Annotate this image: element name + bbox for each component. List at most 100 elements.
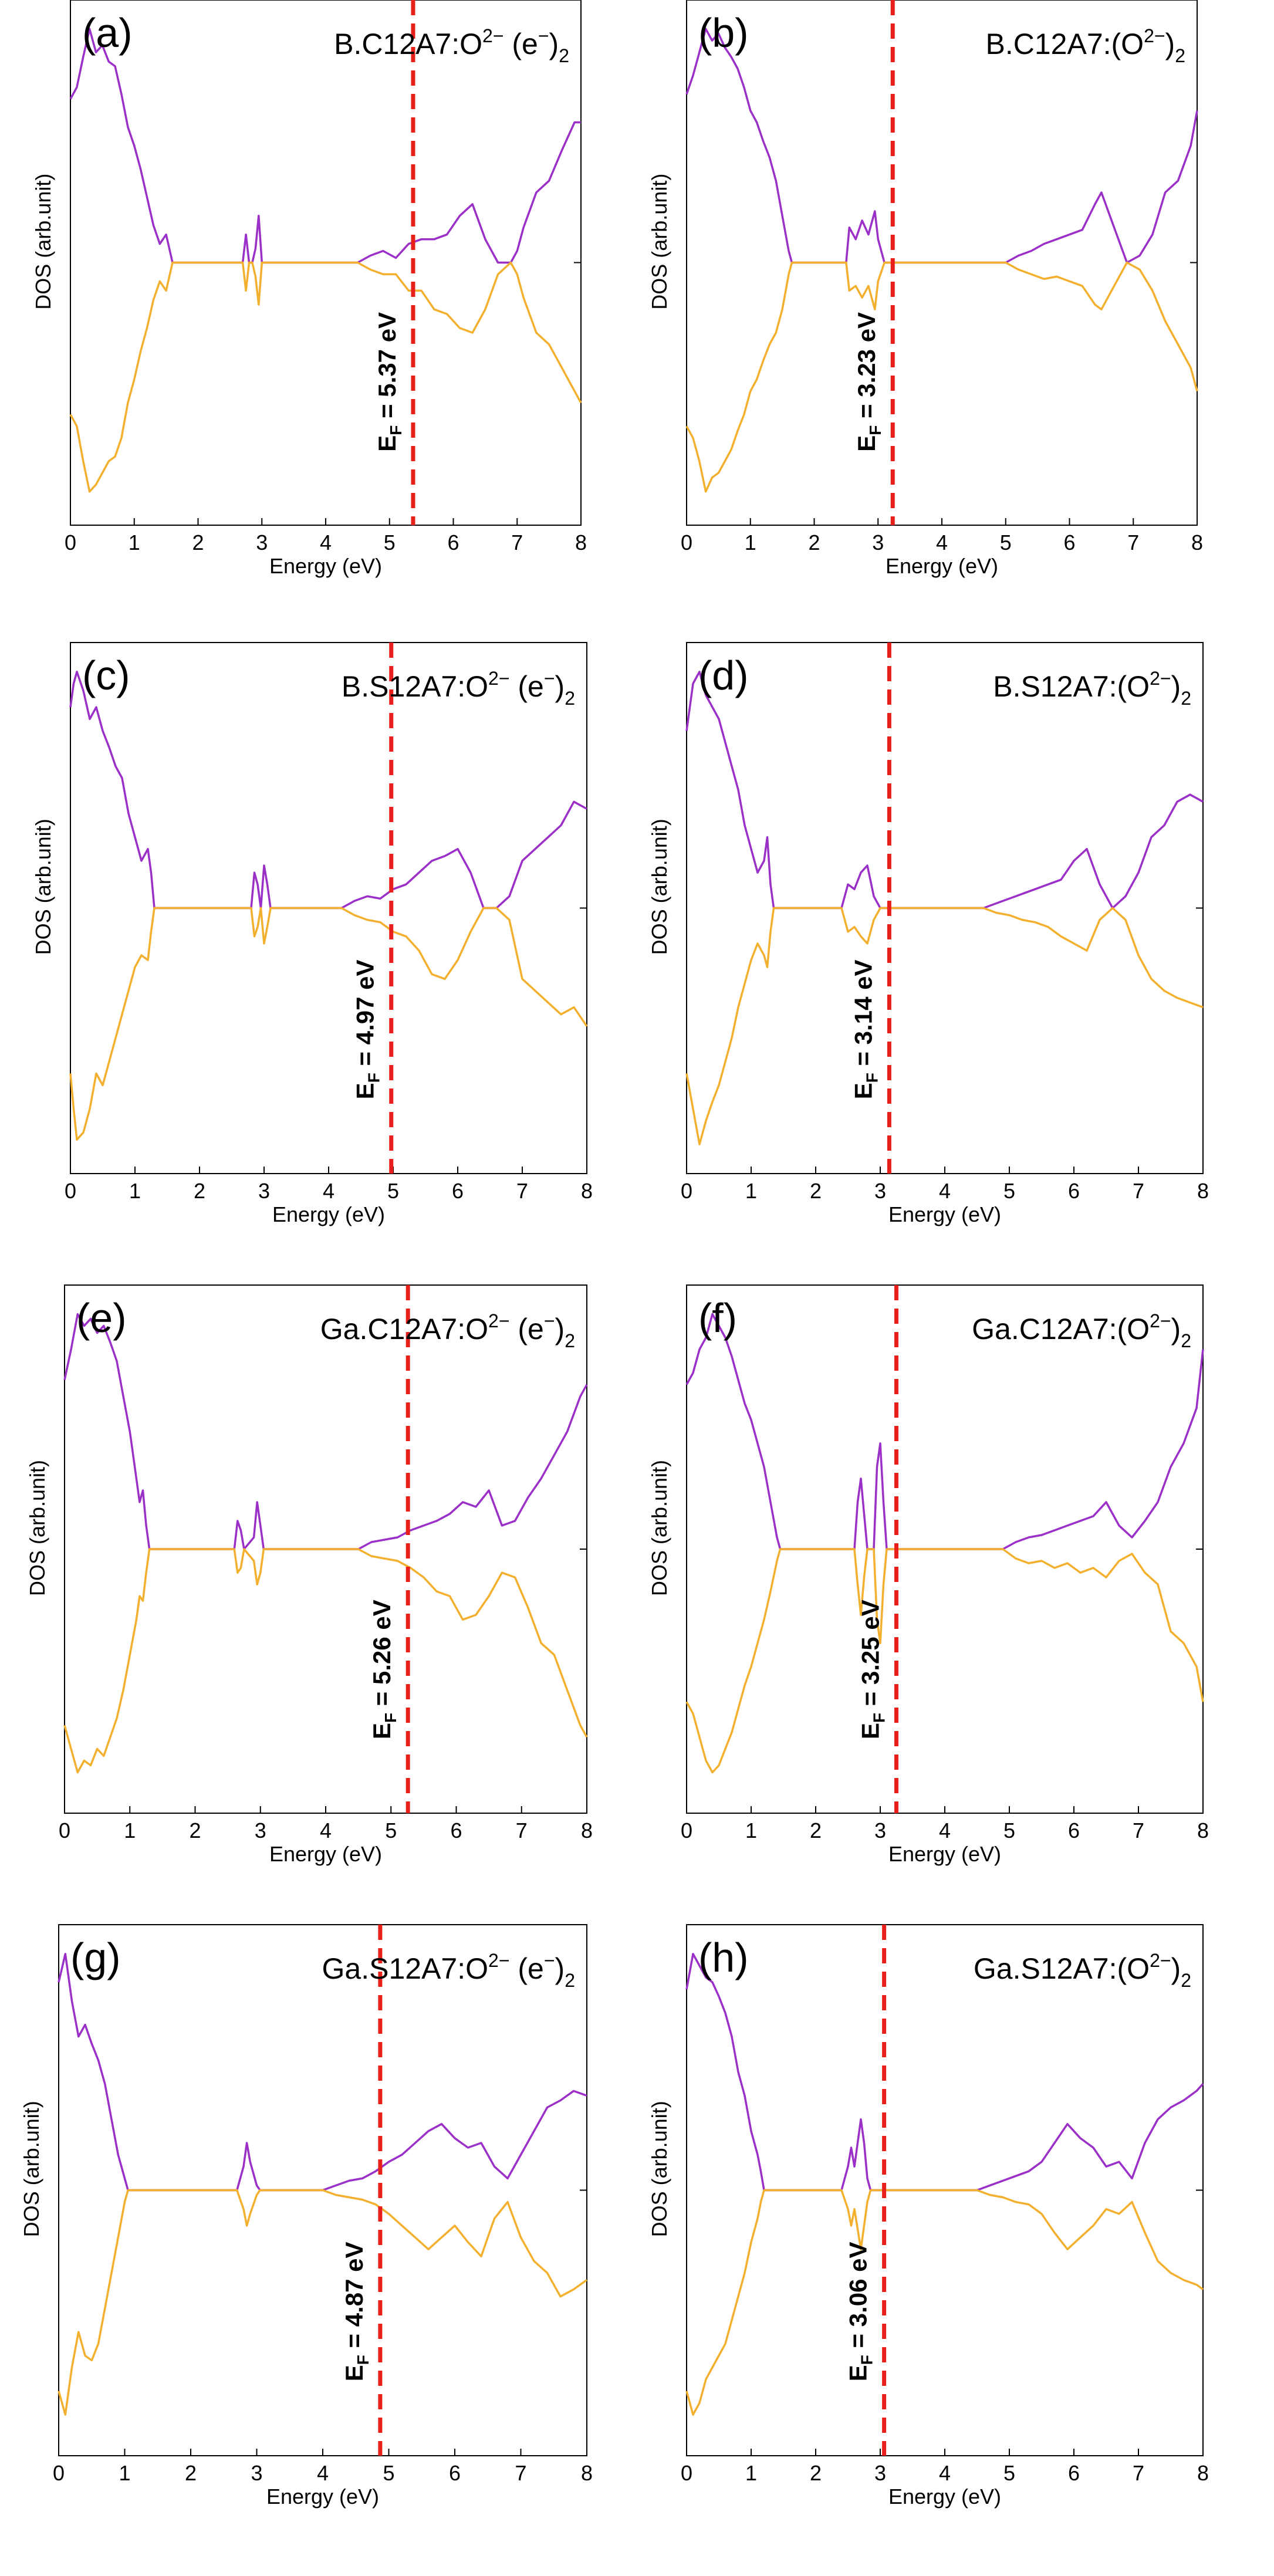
panel-title: B.S12A7:(O2−)2 — [993, 668, 1191, 709]
title-part: ) — [555, 670, 565, 703]
fermi-value: = 4.97 eV — [352, 960, 379, 1073]
x-tick-label: 6 — [450, 1818, 462, 1843]
x-tick-label: 8 — [1197, 1179, 1209, 1203]
x-tick-label: 1 — [745, 2461, 757, 2485]
x-tick-label: 7 — [1133, 2461, 1144, 2485]
title-part: ) — [1171, 1952, 1181, 1985]
x-tick-label: 2 — [185, 2461, 197, 2485]
x-tick-label: 8 — [581, 1818, 593, 1843]
x-tick-label: 6 — [452, 1179, 464, 1203]
x-tick-label: 6 — [1068, 2461, 1080, 2485]
fermi-e: E — [373, 435, 401, 452]
x-tick-label: 7 — [1127, 530, 1139, 555]
title-part: 2 — [1175, 45, 1185, 66]
x-axis-label: Energy (eV) — [886, 554, 998, 578]
x-tick-label: 7 — [516, 1818, 528, 1843]
x-tick-label: 7 — [1133, 1179, 1144, 1203]
x-tick-label: 8 — [575, 530, 587, 555]
title-part: 2 — [1181, 1970, 1191, 1991]
panel-f: 0 1 2 3 4 5 6 7 8 Energy (eV) DOS (arb.unit) EF = 3… — [647, 1284, 1209, 1866]
panel-title: B.C12A7:O2− (e−)2 — [334, 25, 569, 66]
x-tick-label: 5 — [387, 1179, 399, 1203]
title-part: ) — [1171, 1313, 1181, 1346]
fermi-value: = 5.37 eV — [373, 312, 401, 425]
dos-curve-spin-down — [685, 2189, 1204, 2416]
x-tick-label: 2 — [192, 530, 204, 555]
x-tick-label: 8 — [581, 2461, 593, 2485]
x-tick-label: 0 — [53, 2461, 65, 2485]
panel-e: 0 1 2 3 4 5 6 7 8 Energy (eV) DOS (arb.unit) EF = 5… — [25, 1284, 593, 1866]
x-tick-label: 0 — [65, 1179, 76, 1203]
x-tick-label: 4 — [317, 2461, 329, 2485]
x-tick-label: 8 — [1197, 1818, 1209, 1843]
dos-curve-spin-down — [63, 1548, 588, 1774]
x-tick-label: 7 — [1133, 1818, 1144, 1843]
title-part: ) — [549, 28, 559, 60]
dos-curve-spin-down — [685, 907, 1204, 1145]
fermi-e: E — [849, 1083, 877, 1099]
title-part: − — [544, 1950, 555, 1971]
y-axis-label: DOS (arb.unit) — [647, 174, 671, 310]
y-axis-label: DOS (arb.unit) — [647, 1460, 671, 1596]
y-axis-label: DOS (arb.unit) — [31, 819, 55, 955]
title-part: − — [544, 668, 555, 689]
y-axis-label: DOS (arb.unit) — [647, 2101, 671, 2237]
title-part: B.S12A7:O — [342, 670, 488, 703]
x-tick-label: 5 — [385, 1818, 397, 1843]
panel-title: Ga.C12A7:O2− (e−)2 — [320, 1310, 575, 1351]
title-part: 2− — [1144, 25, 1165, 46]
x-tick-label: 5 — [1003, 1818, 1015, 1843]
fermi-sub: F — [863, 1073, 881, 1083]
fermi-sub: F — [354, 2355, 372, 2365]
fermi-sub: F — [866, 425, 884, 435]
fermi-level-label: EF = 3.14 eV — [849, 960, 881, 1100]
title-part: B.C12A7:(O — [986, 28, 1144, 60]
dos-curve-spin-up — [63, 1313, 588, 1550]
title-part: (e — [510, 1952, 544, 1985]
title-part: ) — [1165, 28, 1175, 60]
panel-title: B.C12A7:(O2−)2 — [986, 25, 1186, 66]
panel-g: 0 1 2 3 4 5 6 7 8 Energy (eV) DOS (arb.unit) EF = 4… — [19, 1924, 593, 2509]
panel-title: B.S12A7:O2− (e−)2 — [342, 668, 575, 709]
x-tick-label: 7 — [516, 1179, 528, 1203]
title-part: 2 — [1181, 688, 1191, 709]
x-tick-label: 4 — [320, 530, 332, 555]
fermi-value: = 3.25 eV — [857, 1600, 884, 1713]
title-part: − — [544, 1310, 555, 1331]
x-tick-label: 5 — [384, 530, 396, 555]
x-tick-label: 0 — [681, 530, 692, 555]
fermi-level-label: EF = 3.23 eV — [853, 312, 884, 452]
title-part: 2− — [488, 1310, 509, 1331]
x-axis-label: Energy (eV) — [266, 2484, 379, 2509]
fermi-value: = 5.26 eV — [368, 1600, 396, 1713]
title-part: 2 — [565, 1970, 575, 1991]
x-tick-label: 3 — [256, 530, 268, 555]
dos-curve-spin-down — [685, 261, 1198, 493]
panel-letter: (d) — [698, 653, 749, 698]
x-tick-label: 6 — [449, 2461, 461, 2485]
x-tick-label: 3 — [874, 2461, 886, 2485]
panel-c: 0 1 2 3 4 5 6 7 8 Energy (eV) DOS (arb.unit) EF = 4… — [31, 642, 593, 1226]
x-tick-label: 1 — [745, 1179, 757, 1203]
panel-letter: (e) — [76, 1295, 127, 1341]
x-tick-label: 2 — [810, 1179, 822, 1203]
x-tick-label: 5 — [1000, 530, 1012, 555]
y-axis-label: DOS (arb.unit) — [647, 819, 671, 955]
x-tick-label: 2 — [810, 2461, 822, 2485]
x-axis-label: Energy (eV) — [888, 1842, 1001, 1866]
fermi-sub: F — [387, 425, 405, 435]
title-part: 2 — [565, 1330, 575, 1351]
x-tick-label: 3 — [872, 530, 884, 555]
fermi-sub: F — [381, 1713, 400, 1723]
panel-title: Ga.C12A7:(O2−)2 — [972, 1310, 1191, 1351]
panel-letter: (a) — [82, 10, 133, 56]
panel-title: Ga.S12A7:(O2−)2 — [974, 1950, 1191, 1991]
x-tick-label: 5 — [1003, 1179, 1015, 1203]
dos-curve-spin-up — [685, 1313, 1204, 1550]
dos-curve-spin-up — [58, 1953, 587, 2192]
title-part: B.C12A7:O — [334, 28, 482, 60]
x-tick-label: 4 — [939, 1818, 951, 1843]
title-part: 2− — [488, 1950, 509, 1971]
title-part: ) — [555, 1313, 565, 1346]
